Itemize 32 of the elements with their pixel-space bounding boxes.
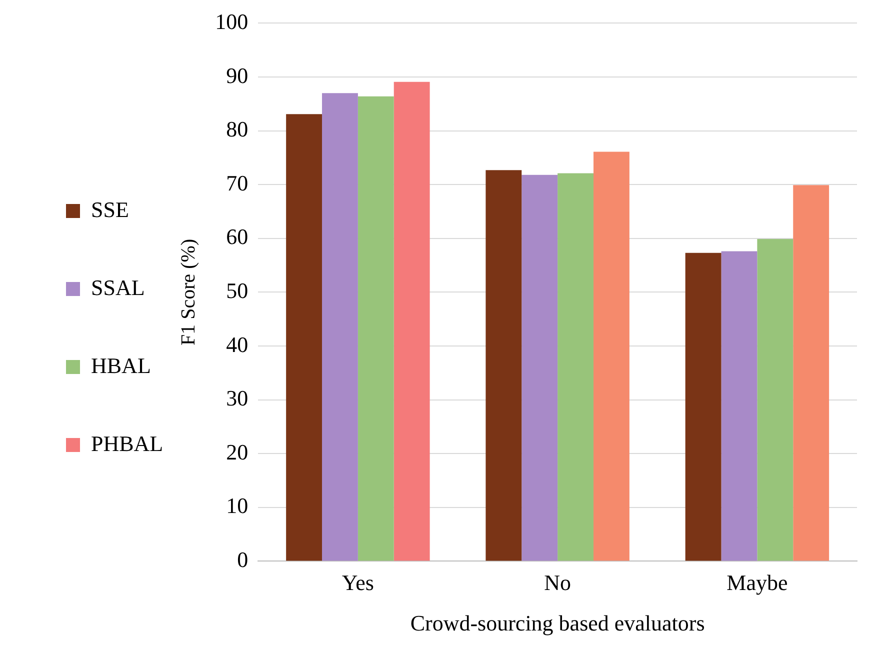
legend-label: SSE <box>91 196 129 222</box>
bar <box>522 174 558 561</box>
bar <box>322 93 358 561</box>
y-tick-label: 80 <box>226 116 248 142</box>
y-tick-label: 50 <box>226 278 248 303</box>
bar <box>721 251 758 561</box>
legend-label: HBAL <box>91 352 151 378</box>
legend-label: SSAL <box>91 274 145 300</box>
bar <box>558 173 594 561</box>
y-tick-label: 40 <box>226 332 248 357</box>
y-tick-label: 100 <box>215 8 248 34</box>
bar <box>286 114 322 561</box>
x-tick-label: Maybe <box>726 570 788 596</box>
x-tick-label: No <box>544 570 572 596</box>
x-tick-label: Yes <box>342 570 374 596</box>
bar <box>358 96 394 561</box>
bar <box>757 238 794 561</box>
y-tick-label: 30 <box>226 386 248 411</box>
y-tick-label: 0 <box>237 546 248 572</box>
y-tick-label: 70 <box>226 170 248 196</box>
y-axis-title: F1 Score (%) <box>177 238 200 346</box>
y-tick-label: 20 <box>226 439 248 464</box>
x-axis-title: Crowd-sourcing based evaluators <box>410 610 705 636</box>
y-tick-label: 60 <box>226 224 248 250</box>
bar <box>486 170 522 561</box>
y-tick-label: 90 <box>226 62 248 88</box>
bar <box>394 82 430 561</box>
y-tick-label: 10 <box>226 493 248 518</box>
bar <box>685 252 722 561</box>
bar <box>593 152 630 561</box>
legend-label: PHBAL <box>91 430 164 456</box>
bar <box>793 185 830 561</box>
